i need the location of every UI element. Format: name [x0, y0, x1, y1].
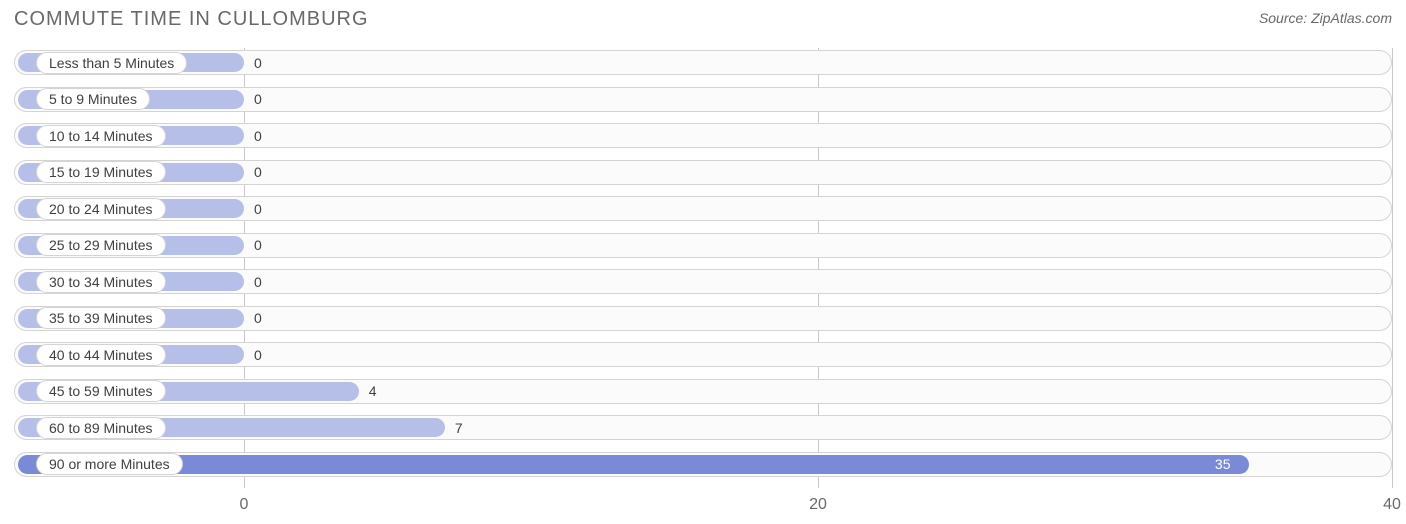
category-label: 35 to 39 Minutes [36, 307, 166, 329]
chart-row: Less than 5 Minutes 0 [14, 48, 1392, 77]
value-label: 0 [254, 55, 262, 71]
chart-row: 60 to 89 Minutes 7 [14, 413, 1392, 442]
x-tick-label: 40 [1383, 496, 1401, 514]
chart-row: 35 to 39 Minutes 0 [14, 304, 1392, 333]
category-label: 25 to 29 Minutes [36, 234, 166, 256]
chart-source: Source: ZipAtlas.com [1259, 10, 1392, 26]
category-label: 60 to 89 Minutes [36, 417, 166, 439]
category-label: 20 to 24 Minutes [36, 198, 166, 220]
plot-area: Less than 5 Minutes05 to 9 Minutes010 to… [14, 48, 1392, 488]
chart-row: 15 to 19 Minutes 0 [14, 158, 1392, 187]
category-label: 45 to 59 Minutes [36, 380, 166, 402]
value-label: 0 [254, 237, 262, 253]
category-label: 30 to 34 Minutes [36, 271, 166, 293]
category-label: 90 or more Minutes [36, 453, 183, 475]
chart-row: 90 or more Minutes 35 [14, 450, 1392, 479]
chart-row: 30 to 34 Minutes 0 [14, 267, 1392, 296]
x-tick-label: 0 [240, 496, 249, 514]
value-label: 35 [1215, 456, 1231, 472]
value-label: 0 [254, 274, 262, 290]
category-label: 5 to 9 Minutes [36, 88, 150, 110]
chart-title: COMMUTE TIME IN CULLOMBURG [14, 8, 369, 31]
value-label: 0 [254, 164, 262, 180]
value-label: 0 [254, 201, 262, 217]
chart-row: 45 to 59 Minutes 4 [14, 377, 1392, 406]
value-label: 0 [254, 347, 262, 363]
category-label: 10 to 14 Minutes [36, 125, 166, 147]
x-tick-label: 20 [809, 496, 827, 514]
value-label: 0 [254, 91, 262, 107]
chart-row: 20 to 24 Minutes 0 [14, 194, 1392, 223]
chart-row: 25 to 29 Minutes 0 [14, 231, 1392, 260]
category-label: 40 to 44 Minutes [36, 344, 166, 366]
value-label: 0 [254, 128, 262, 144]
value-label: 7 [455, 420, 463, 436]
value-label: 0 [254, 310, 262, 326]
gridline [1392, 48, 1393, 488]
category-label: Less than 5 Minutes [36, 52, 187, 74]
category-label: 15 to 19 Minutes [36, 161, 166, 183]
bar [18, 455, 1249, 474]
chart-row: 10 to 14 Minutes 0 [14, 121, 1392, 150]
chart-row: 5 to 9 Minutes 0 [14, 85, 1392, 114]
chart-row: 40 to 44 Minutes 0 [14, 340, 1392, 369]
value-label: 4 [369, 383, 377, 399]
chart-container: COMMUTE TIME IN CULLOMBURG Source: ZipAt… [0, 0, 1406, 524]
